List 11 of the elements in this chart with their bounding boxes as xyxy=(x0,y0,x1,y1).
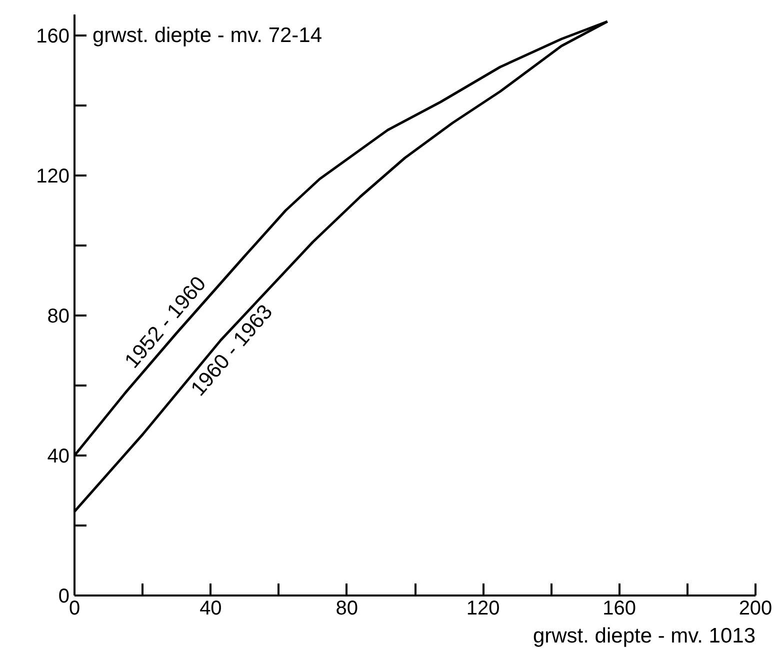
y-axis-title: grwst. diepte - mv. 72-14 xyxy=(92,24,322,47)
x-tick-label: 200 xyxy=(738,598,772,620)
x-tick-label: 80 xyxy=(336,598,358,620)
y-tick-label: 80 xyxy=(47,306,70,328)
y-tick-label: 120 xyxy=(36,166,70,188)
y-tick-label: 160 xyxy=(36,26,70,48)
x-tick-label: 120 xyxy=(466,598,500,620)
x-tick-label: 40 xyxy=(200,598,222,620)
x-axis-title: grwst. diepte - mv. 1013 xyxy=(532,624,756,648)
y-tick-label: 40 xyxy=(47,446,70,468)
x-tick-label: 160 xyxy=(602,598,636,620)
